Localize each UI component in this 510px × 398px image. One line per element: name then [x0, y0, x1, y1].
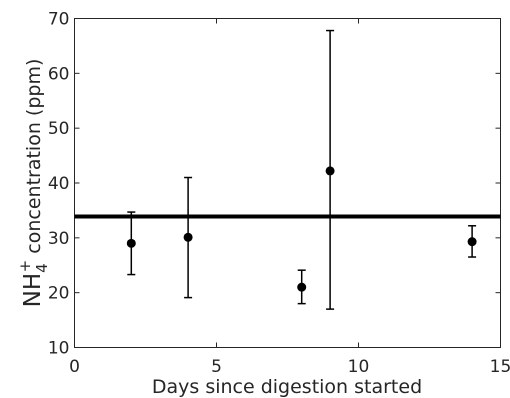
x-axis-label: Days since digestion started — [152, 376, 422, 398]
data-points — [126, 166, 477, 292]
y-tick-label: 10 — [48, 339, 70, 359]
x-tick-label: 0 — [69, 357, 80, 377]
data-point — [467, 237, 477, 247]
error-bars — [127, 29, 477, 310]
data-point — [183, 232, 193, 242]
y-tick-label: 60 — [48, 64, 70, 84]
y-tick-label: 20 — [48, 284, 70, 304]
x-axis-ticks: 0 5 10 15 — [69, 18, 510, 377]
plot-area — [74, 18, 501, 348]
data-point — [297, 282, 307, 292]
data-point — [126, 238, 136, 248]
x-tick-label: 10 — [348, 357, 370, 377]
y-axis-label: NH4+ concentration (ppm) — [16, 59, 51, 308]
y-axis-label-superscript: + — [16, 260, 34, 273]
y-tick-label: 70 — [48, 10, 70, 30]
data-point — [325, 166, 335, 176]
y-axis-label-species: NH — [20, 273, 46, 308]
x-tick-label: 15 — [490, 357, 510, 377]
x-tick-label: 5 — [211, 357, 222, 377]
y-axis-label-text: concentration (ppm) — [23, 59, 45, 260]
y-axis-ticks: 10 20 30 40 50 60 70 — [48, 10, 501, 359]
y-tick-label: 40 — [48, 174, 70, 194]
y-axis-label-subscript: 4 — [33, 263, 51, 273]
y-tick-label: 50 — [48, 119, 70, 139]
y-tick-label: 30 — [48, 229, 70, 249]
axes-box — [74, 18, 501, 348]
